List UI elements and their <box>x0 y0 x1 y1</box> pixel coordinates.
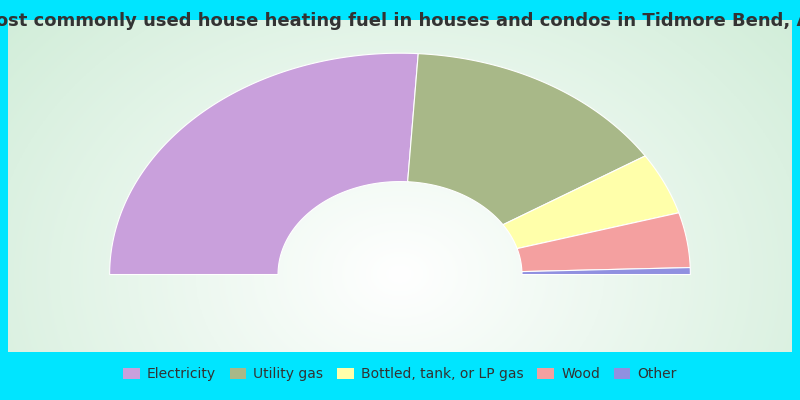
Polygon shape <box>522 268 690 274</box>
Polygon shape <box>503 156 679 248</box>
Text: Most commonly used house heating fuel in houses and condos in Tidmore Bend, AL: Most commonly used house heating fuel in… <box>0 12 800 30</box>
Polygon shape <box>110 53 418 274</box>
Legend: Electricity, Utility gas, Bottled, tank, or LP gas, Wood, Other: Electricity, Utility gas, Bottled, tank,… <box>118 362 682 386</box>
Polygon shape <box>408 54 645 225</box>
Polygon shape <box>517 213 690 272</box>
